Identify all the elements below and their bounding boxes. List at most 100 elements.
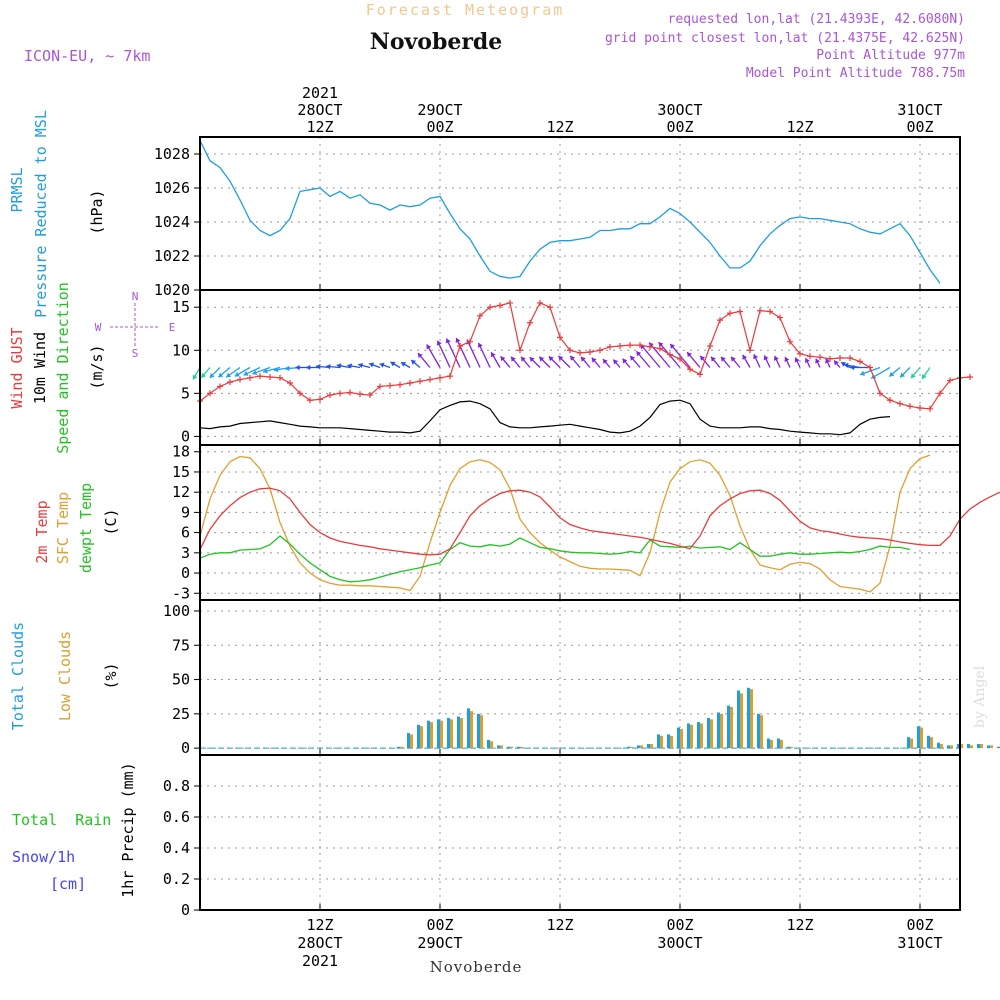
wind-arrow-head <box>834 360 839 366</box>
wind-arrow-head <box>804 358 810 364</box>
wind-direction-arrow <box>669 343 691 368</box>
wind-direction-arrow <box>859 366 881 376</box>
low-cloud-bar <box>980 744 983 749</box>
wind-arrow-head <box>843 362 849 369</box>
gust-marker <box>457 342 463 349</box>
wind-direction-arrow <box>234 366 251 377</box>
gust-marker <box>827 355 833 362</box>
wind-direction-arrow <box>410 359 421 368</box>
panel-frame <box>199 754 961 911</box>
total-cloud-bar <box>717 712 720 749</box>
wind-direction-arrow <box>379 362 391 369</box>
wind-arrow-shaft <box>455 337 471 368</box>
gust-marker <box>207 390 213 397</box>
gust-marker <box>887 397 893 404</box>
wind-arrow-head <box>630 355 635 361</box>
gust-marker <box>797 350 803 357</box>
low-cloud-bar <box>740 693 743 749</box>
wind-direction-arrow <box>400 361 411 369</box>
low-cloud-bar <box>490 741 493 749</box>
wind-arrow-shaft <box>640 343 661 368</box>
low-cloud-bar <box>520 746 523 749</box>
wind-arrow-head <box>500 356 506 362</box>
wind-arrow-head <box>411 360 417 365</box>
wind-arrow-head <box>613 359 619 365</box>
wind-direction-arrow <box>325 363 341 370</box>
top-time-label: 28OCT <box>297 101 342 119</box>
panel-temperature: -3 0 3 6 9 12 15 18 <box>172 443 1000 602</box>
temp-dewpt-label: dewpt Temp <box>77 483 95 573</box>
gust-marker <box>597 347 603 354</box>
model-altitude: Model Point Altitude 788.75m <box>746 66 965 81</box>
total-cloud-bar <box>947 745 950 749</box>
panel-clouds: 0 25 50 75 100 <box>163 600 1000 757</box>
total-cloud-bar <box>427 720 430 749</box>
wind-arrow-head <box>539 356 545 362</box>
y-tick-label: 12 <box>172 483 190 501</box>
low-cloud-bar <box>650 744 653 749</box>
wind-direction-arrow <box>742 354 751 368</box>
wind-arrow-head <box>192 374 198 380</box>
total-cloud-bar <box>417 724 420 749</box>
bottom-time-label: 31OCT <box>897 934 942 952</box>
y-tick-label: -3 <box>172 584 190 602</box>
panel-frame <box>199 444 961 601</box>
bottom-time-label: 30OCT <box>657 934 702 952</box>
y-tick-label: 25 <box>172 705 190 723</box>
wind-arrow-head <box>636 351 642 357</box>
y-tick-label: 0.6 <box>163 808 190 826</box>
wind-unit: (m/s) <box>88 344 106 389</box>
wind-direction-arrow <box>612 359 621 368</box>
total-cloud-bar <box>787 746 790 749</box>
wind-arrow-head <box>252 369 258 376</box>
gust-marker <box>467 338 473 345</box>
panel-frame <box>199 136 961 291</box>
gust-marker <box>637 342 643 349</box>
sfc-temp-line <box>199 454 931 593</box>
wind-direction-arrow <box>426 344 441 368</box>
wind-direction-arrow <box>500 355 511 368</box>
wind-arrow-head <box>889 371 895 377</box>
gust-marker <box>817 354 823 361</box>
wind-direction-arrow <box>580 356 591 368</box>
wind-direction-arrow <box>209 367 221 379</box>
footer-station: Novoberde <box>430 958 523 976</box>
y-tick-label: 9 <box>181 503 190 521</box>
gust-marker <box>257 373 263 380</box>
total-cloud-bar <box>747 687 750 749</box>
wind-arrow-head <box>417 353 423 359</box>
y-tick-label: 10 <box>172 341 190 359</box>
total-cloud-bar <box>697 722 700 749</box>
y-tick-label: 0.2 <box>163 870 190 888</box>
total-cloud-bar <box>987 745 990 749</box>
total-cloud-bar <box>627 746 630 749</box>
bottom-time-label: 12Z <box>546 916 573 934</box>
wind-arrow-head <box>436 340 442 346</box>
low-cloud-bar <box>760 715 763 749</box>
point-altitude: Point Altitude 977m <box>816 48 965 63</box>
station-title: Novoberde <box>370 29 503 55</box>
y-tick-label: 5 <box>181 384 190 402</box>
wind-arrow-head <box>201 372 207 378</box>
gust-marker <box>587 349 593 355</box>
wind-direction-arrow <box>200 367 211 379</box>
wind-arrow-head <box>794 357 800 363</box>
bottom-time-label: 00Z <box>906 916 933 934</box>
wind-arrow-head <box>445 338 451 344</box>
total-cloud-bar <box>657 734 660 749</box>
wind-arrow-head <box>529 357 535 363</box>
wind-direction-arrow <box>804 357 811 368</box>
low-cloud-bar <box>410 734 413 749</box>
gust-marker <box>607 343 613 350</box>
gust-marker <box>287 380 293 386</box>
wind-arrow-head <box>700 355 705 361</box>
wind-direction-arrow <box>825 358 831 368</box>
wind-direction-arrow <box>557 355 571 368</box>
wind-direction-arrow <box>417 352 431 368</box>
gust-marker <box>767 308 773 315</box>
gust-marker <box>687 366 693 373</box>
wind-direction-arrow <box>591 357 601 368</box>
total-cloud-bar <box>687 723 690 749</box>
wind-arrow-head <box>850 364 855 371</box>
gust-marker <box>557 334 563 341</box>
